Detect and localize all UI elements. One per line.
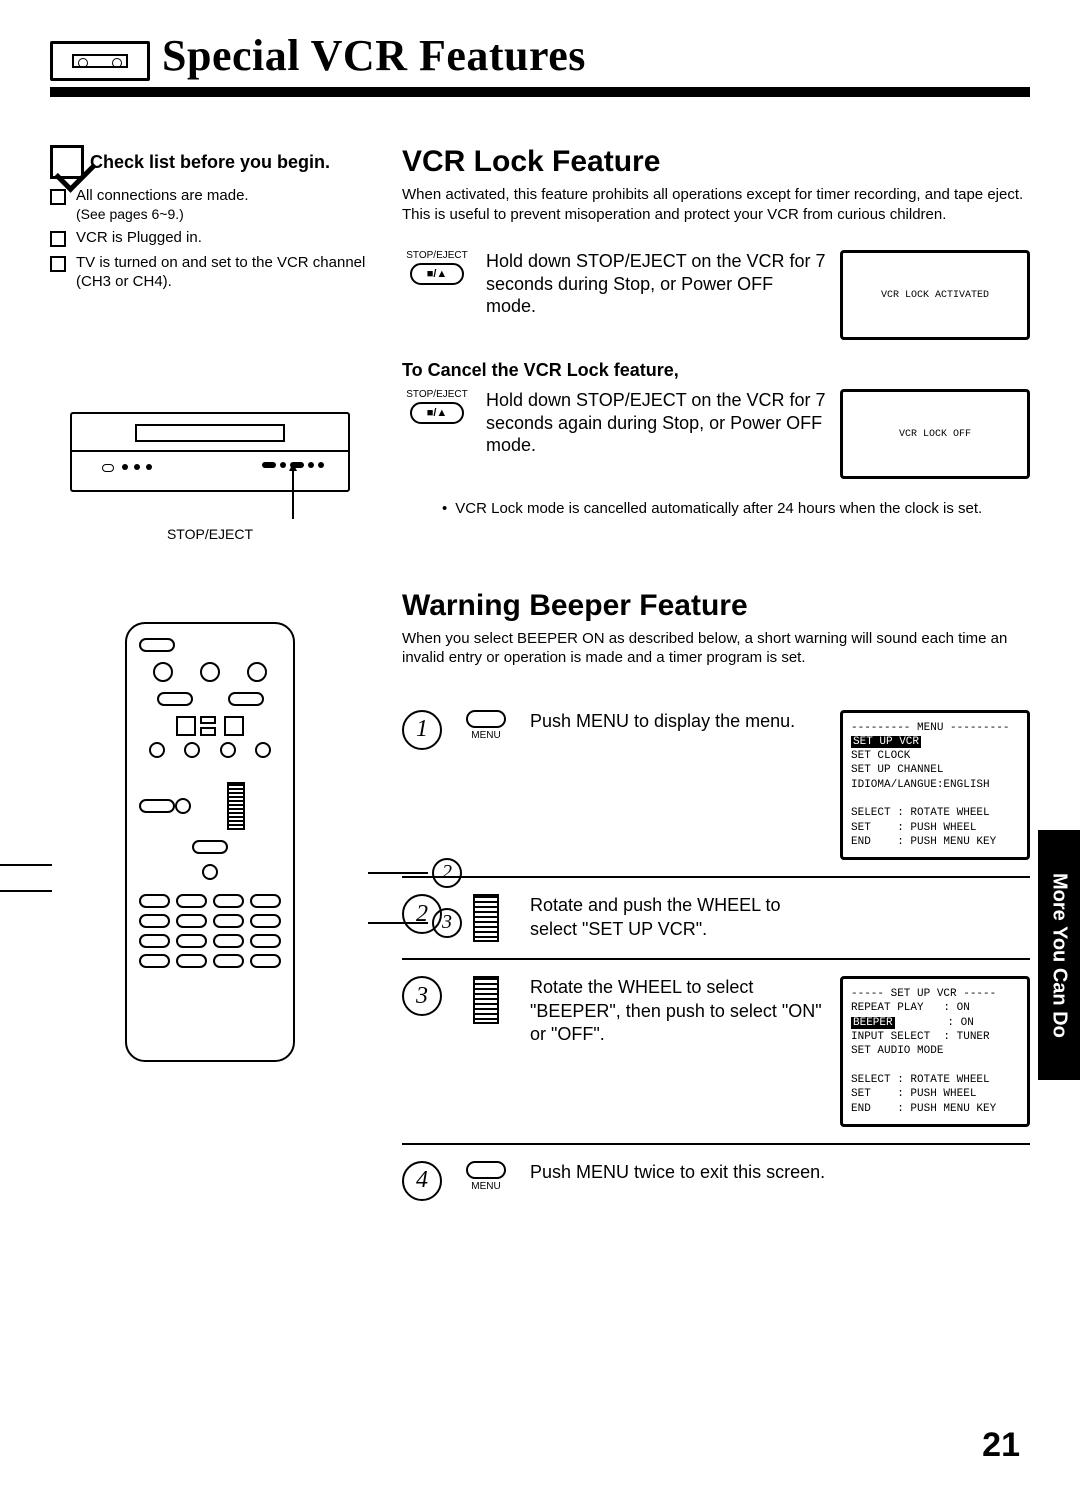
screen-lock-activated: VCR LOCK ACTIVATED xyxy=(840,250,1030,340)
vcr-unit-illustration: STOP/EJECT xyxy=(50,412,370,542)
beeper-step-1: 1 MENU Push MENU to display the menu. --… xyxy=(402,694,1030,879)
lock-desc: When activated, this feature prohibits a… xyxy=(402,185,1030,224)
checkmark-icon xyxy=(50,145,84,179)
callout-2: 2 xyxy=(432,858,462,888)
page-number: 21 xyxy=(982,1426,1020,1465)
page-header: Special VCR Features xyxy=(50,30,1030,81)
beeper-step-2: 2 Rotate and push the WHEEL to select "S… xyxy=(402,878,1030,960)
screen-menu: --------- MENU --------- SET UP VCR SET … xyxy=(840,710,1030,861)
checklist-item: All connections are made. xyxy=(76,187,249,204)
right-column: VCR Lock Feature When activated, this fe… xyxy=(402,145,1030,1217)
stop-eject-icon: STOP/EJECT ■/▲ xyxy=(402,250,472,285)
screen-setup-vcr: ----- SET UP VCR ----- REPEAT PLAY : ON … xyxy=(840,976,1030,1127)
lock-cancel-heading: To Cancel the VCR Lock feature, xyxy=(402,360,1030,381)
callout-3: 3 xyxy=(432,908,462,938)
page-title: Special VCR Features xyxy=(162,30,586,81)
menu-button-icon: MENU xyxy=(456,1161,516,1192)
lock-title: VCR Lock Feature xyxy=(402,145,1030,179)
vcr-icon xyxy=(50,41,150,81)
lock-activate-text: Hold down STOP/EJECT on the VCR for 7 se… xyxy=(486,250,826,318)
vcr-unit-label: STOP/EJECT xyxy=(50,526,370,542)
checklist-item-sub: (See pages 6~9.) xyxy=(76,206,370,224)
checklist-heading: Check list before you begin. xyxy=(90,152,330,173)
header-rule xyxy=(50,87,1030,97)
step-text: Push MENU to display the menu. xyxy=(530,710,826,733)
lock-note: VCR Lock mode is cancelled automatically… xyxy=(442,499,1030,519)
step-text: Rotate the WHEEL to select "BEEPER", the… xyxy=(530,976,826,1046)
step-text: Push MENU twice to exit this screen. xyxy=(530,1161,826,1184)
lock-cancel-text: Hold down STOP/EJECT on the VCR for 7 se… xyxy=(486,389,826,457)
checkbox-icon xyxy=(50,189,66,205)
menu-button-icon: MENU xyxy=(456,710,516,741)
step-number-icon: 3 xyxy=(402,976,442,1016)
beeper-step-3: 3 Rotate the WHEEL to select "BEEPER", t… xyxy=(402,960,1030,1145)
checklist-item: VCR is Plugged in. xyxy=(76,229,370,248)
wheel-icon xyxy=(456,976,516,1024)
remote-illustration: 1 4 2 3 xyxy=(50,622,370,1062)
beeper-title: Warning Beeper Feature xyxy=(402,589,1030,623)
step-number-icon: 4 xyxy=(402,1161,442,1201)
side-tab: More You Can Do xyxy=(1038,830,1080,1080)
stop-eject-icon: STOP/EJECT ■/▲ xyxy=(402,389,472,424)
screen-lock-off: VCR LOCK OFF xyxy=(840,389,1030,479)
checkbox-icon xyxy=(50,256,66,272)
beeper-step-4: 4 MENU Push MENU twice to exit this scre… xyxy=(402,1145,1030,1217)
wheel-icon xyxy=(456,894,516,942)
step-text: Rotate and push the WHEEL to select "SET… xyxy=(530,894,826,941)
left-column: Check list before you begin. All connect… xyxy=(50,145,370,1217)
beeper-desc: When you select BEEPER ON as described b… xyxy=(402,629,1030,668)
checklist-item: TV is turned on and set to the VCR chann… xyxy=(76,254,370,292)
checklist: All connections are made. (See pages 6~9… xyxy=(50,187,370,292)
checkbox-icon xyxy=(50,231,66,247)
step-number-icon: 1 xyxy=(402,710,442,750)
